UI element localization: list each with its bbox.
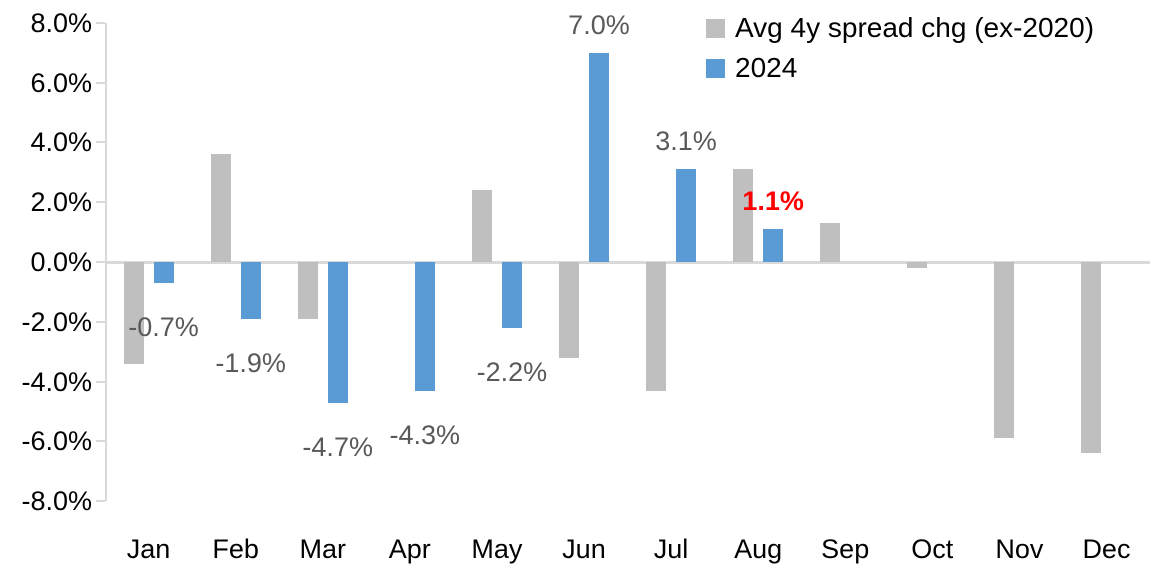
- y-tick: [96, 320, 105, 323]
- bar-avg-dec: [1081, 262, 1102, 454]
- bar-avg-jun: [558, 262, 579, 358]
- x-tick-label-dec: Dec: [1082, 534, 1131, 564]
- data-label-2024-feb: -1.9%: [215, 347, 286, 378]
- bar-avg-mar: [297, 262, 318, 319]
- bar-avg-jul: [646, 262, 667, 391]
- bar-2024-jun: [588, 52, 609, 262]
- x-tick-label-jul: Jul: [653, 534, 689, 564]
- y-tick: [96, 261, 105, 263]
- legend-label-avg-series: Avg 4y spread chg (ex-2020): [735, 12, 1095, 43]
- bar-avg-may: [471, 190, 492, 262]
- y-tick-label: -6.0%: [21, 426, 92, 457]
- data-label-2024-may: -2.2%: [476, 356, 548, 387]
- legend-item-avg-series: Avg 4y spread chg (ex-2020): [706, 12, 1094, 44]
- x-tick-label-oct: Oct: [911, 534, 954, 564]
- y-tick-label: -2.0%: [21, 306, 92, 337]
- y-tick: [96, 201, 105, 204]
- legend: Avg 4y spread chg (ex-2020) 2024: [706, 12, 1094, 84]
- bar-avg-jan: [123, 262, 144, 364]
- bar-2024-apr: [414, 262, 435, 391]
- data-label-2024-mar: -4.7%: [302, 431, 373, 462]
- x-tick-label-sep: Sep: [821, 534, 870, 564]
- data-label-2024-jul: 3.1%: [655, 126, 717, 157]
- y-tick: [96, 21, 105, 24]
- y-tick-label: -4.0%: [21, 366, 92, 397]
- bar-avg-sep: [820, 223, 841, 262]
- x-tick-label-jan: Jan: [126, 534, 171, 564]
- x-tick-label-mar: Mar: [299, 534, 346, 564]
- data-label-2024-jan: -0.7%: [128, 311, 199, 342]
- y-tick: [96, 500, 105, 503]
- y-tick-label: 6.0%: [30, 67, 92, 98]
- y-tick-label: 4.0%: [30, 127, 92, 158]
- y-tick-label: 2.0%: [30, 187, 92, 218]
- y-tick-label: 0.0%: [30, 247, 92, 277]
- data-label-2024-aug: 1.1%: [742, 186, 804, 217]
- y-tick: [96, 380, 105, 383]
- y-tick: [96, 141, 105, 144]
- zero-axis-line: [105, 261, 1150, 264]
- legend-swatch-gray: [706, 18, 725, 38]
- bar-avg-nov: [994, 262, 1015, 439]
- legend-label-2024-series: 2024: [735, 52, 798, 83]
- y-tick-label: -8.0%: [21, 486, 92, 517]
- x-tick-label-nov: Nov: [995, 534, 1044, 564]
- x-tick-label-apr: Apr: [388, 534, 431, 564]
- bar-2024-jul: [676, 169, 697, 262]
- x-tick-label-jun: Jun: [562, 534, 606, 564]
- bar-avg-feb: [210, 154, 231, 262]
- data-label-2024-jun: 7.0%: [568, 9, 630, 40]
- y-tick-label: 8.0%: [30, 7, 92, 38]
- bar-avg-oct: [907, 262, 928, 268]
- y-tick: [96, 81, 105, 84]
- legend-swatch-blue: [706, 58, 725, 78]
- legend-item-2024-series: 2024: [706, 52, 1094, 84]
- bar-2024-aug: [763, 229, 784, 262]
- bar-avg-aug: [733, 169, 754, 262]
- bar-2024-feb: [240, 262, 261, 319]
- x-tick-label-aug: Aug: [734, 534, 783, 564]
- y-tick: [96, 440, 105, 443]
- x-tick-label-feb: Feb: [212, 534, 259, 564]
- data-label-2024-apr: -4.3%: [389, 419, 461, 450]
- bar-2024-may: [501, 262, 522, 328]
- bar-2024-mar: [327, 262, 348, 403]
- bar-2024-jan: [153, 262, 174, 283]
- x-tick-label-may: May: [471, 534, 523, 564]
